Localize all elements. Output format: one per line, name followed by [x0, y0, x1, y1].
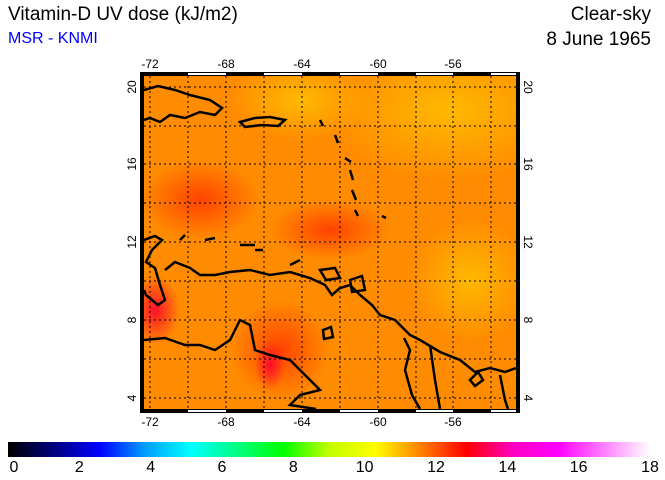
svg-text:-68: -68	[217, 57, 235, 71]
svg-text:4: 4	[125, 394, 139, 401]
colorbar-label: 8	[288, 459, 298, 476]
colorbar-label: 12	[427, 459, 445, 476]
svg-text:12: 12	[125, 235, 139, 249]
svg-text:-56: -56	[444, 415, 462, 429]
svg-text:-60: -60	[369, 415, 387, 429]
svg-text:8: 8	[125, 316, 139, 323]
sky-condition: Clear-sky	[570, 4, 651, 25]
svg-text:-64: -64	[293, 57, 311, 71]
source-label: MSR - KNMI	[8, 30, 98, 47]
svg-text:20: 20	[125, 80, 139, 94]
colorbar-label: 4	[146, 459, 156, 476]
svg-text:16: 16	[125, 157, 139, 171]
lat-labels-right: 20 16 12 8 4	[521, 80, 535, 401]
svg-text:-56: -56	[444, 57, 462, 71]
svg-text:4: 4	[521, 395, 535, 402]
colorbar-label: 14	[498, 459, 517, 476]
map-title: Vitamin-D UV dose (kJ/m2)	[8, 4, 238, 25]
date-label: 8 June 1965	[546, 29, 651, 50]
graticule	[144, 76, 516, 409]
map-frame	[140, 72, 520, 413]
frame-ticks	[188, 73, 516, 412]
colorbar-label: 6	[217, 459, 227, 476]
colorbar-label: 18	[641, 459, 659, 476]
svg-text:-72: -72	[141, 57, 159, 71]
svg-text:-68: -68	[217, 415, 235, 429]
lat-labels-left: 20 16 12 8 4	[125, 80, 139, 401]
uv-dose-map: -72 -68 -64 -60 -56 -72 -68 -64 -60 -56 …	[125, 57, 535, 429]
svg-text:-64: -64	[293, 415, 311, 429]
coastlines	[144, 84, 516, 409]
lon-labels-top: -72 -68 -64 -60 -56	[141, 57, 462, 71]
svg-text:8: 8	[521, 317, 535, 324]
svg-text:16: 16	[521, 157, 535, 171]
colorbar	[8, 442, 650, 457]
svg-text:-60: -60	[369, 57, 387, 71]
svg-text:12: 12	[521, 235, 535, 249]
colorbar-label: 2	[74, 459, 84, 476]
colorbar-label: 10	[355, 459, 374, 476]
lon-labels-bottom: -72 -68 -64 -60 -56	[141, 415, 462, 429]
svg-text:20: 20	[521, 80, 535, 94]
colorbar-label: 0	[9, 459, 19, 476]
svg-text:-72: -72	[141, 415, 159, 429]
colorbar-label: 16	[569, 459, 588, 476]
